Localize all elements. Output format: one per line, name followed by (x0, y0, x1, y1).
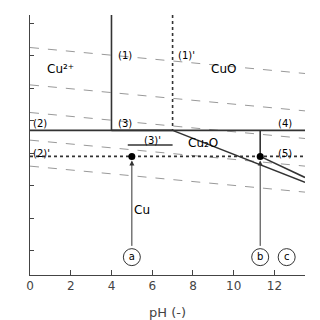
svg-text:Cu₂O: Cu₂O (188, 136, 218, 150)
svg-text:(1)': (1)' (178, 50, 195, 61)
svg-text:0: 0 (26, 279, 34, 293)
svg-text:(1): (1) (118, 50, 132, 61)
svg-text:6: 6 (148, 279, 156, 293)
svg-text:pH (-): pH (-) (149, 305, 186, 320)
svg-text:(4): (4) (278, 118, 292, 129)
svg-text:10: 10 (226, 279, 241, 293)
svg-text:12: 12 (267, 279, 282, 293)
svg-text:(2): (2) (33, 118, 47, 129)
svg-text:(3)': (3)' (144, 135, 161, 146)
svg-text:(5): (5) (278, 148, 292, 159)
svg-text:c: c (284, 251, 290, 262)
svg-text:(2)': (2)' (33, 148, 50, 159)
svg-text:Cu²⁺: Cu²⁺ (47, 62, 74, 76)
svg-text:a: a (129, 251, 135, 262)
svg-text:(3): (3) (118, 118, 132, 129)
svg-text:CuO: CuO (211, 62, 236, 76)
svg-text:4: 4 (108, 279, 116, 293)
svg-text:b: b (257, 251, 263, 262)
svg-text:Cu: Cu (134, 203, 150, 217)
svg-text:2: 2 (67, 279, 75, 293)
svg-text:8: 8 (189, 279, 197, 293)
